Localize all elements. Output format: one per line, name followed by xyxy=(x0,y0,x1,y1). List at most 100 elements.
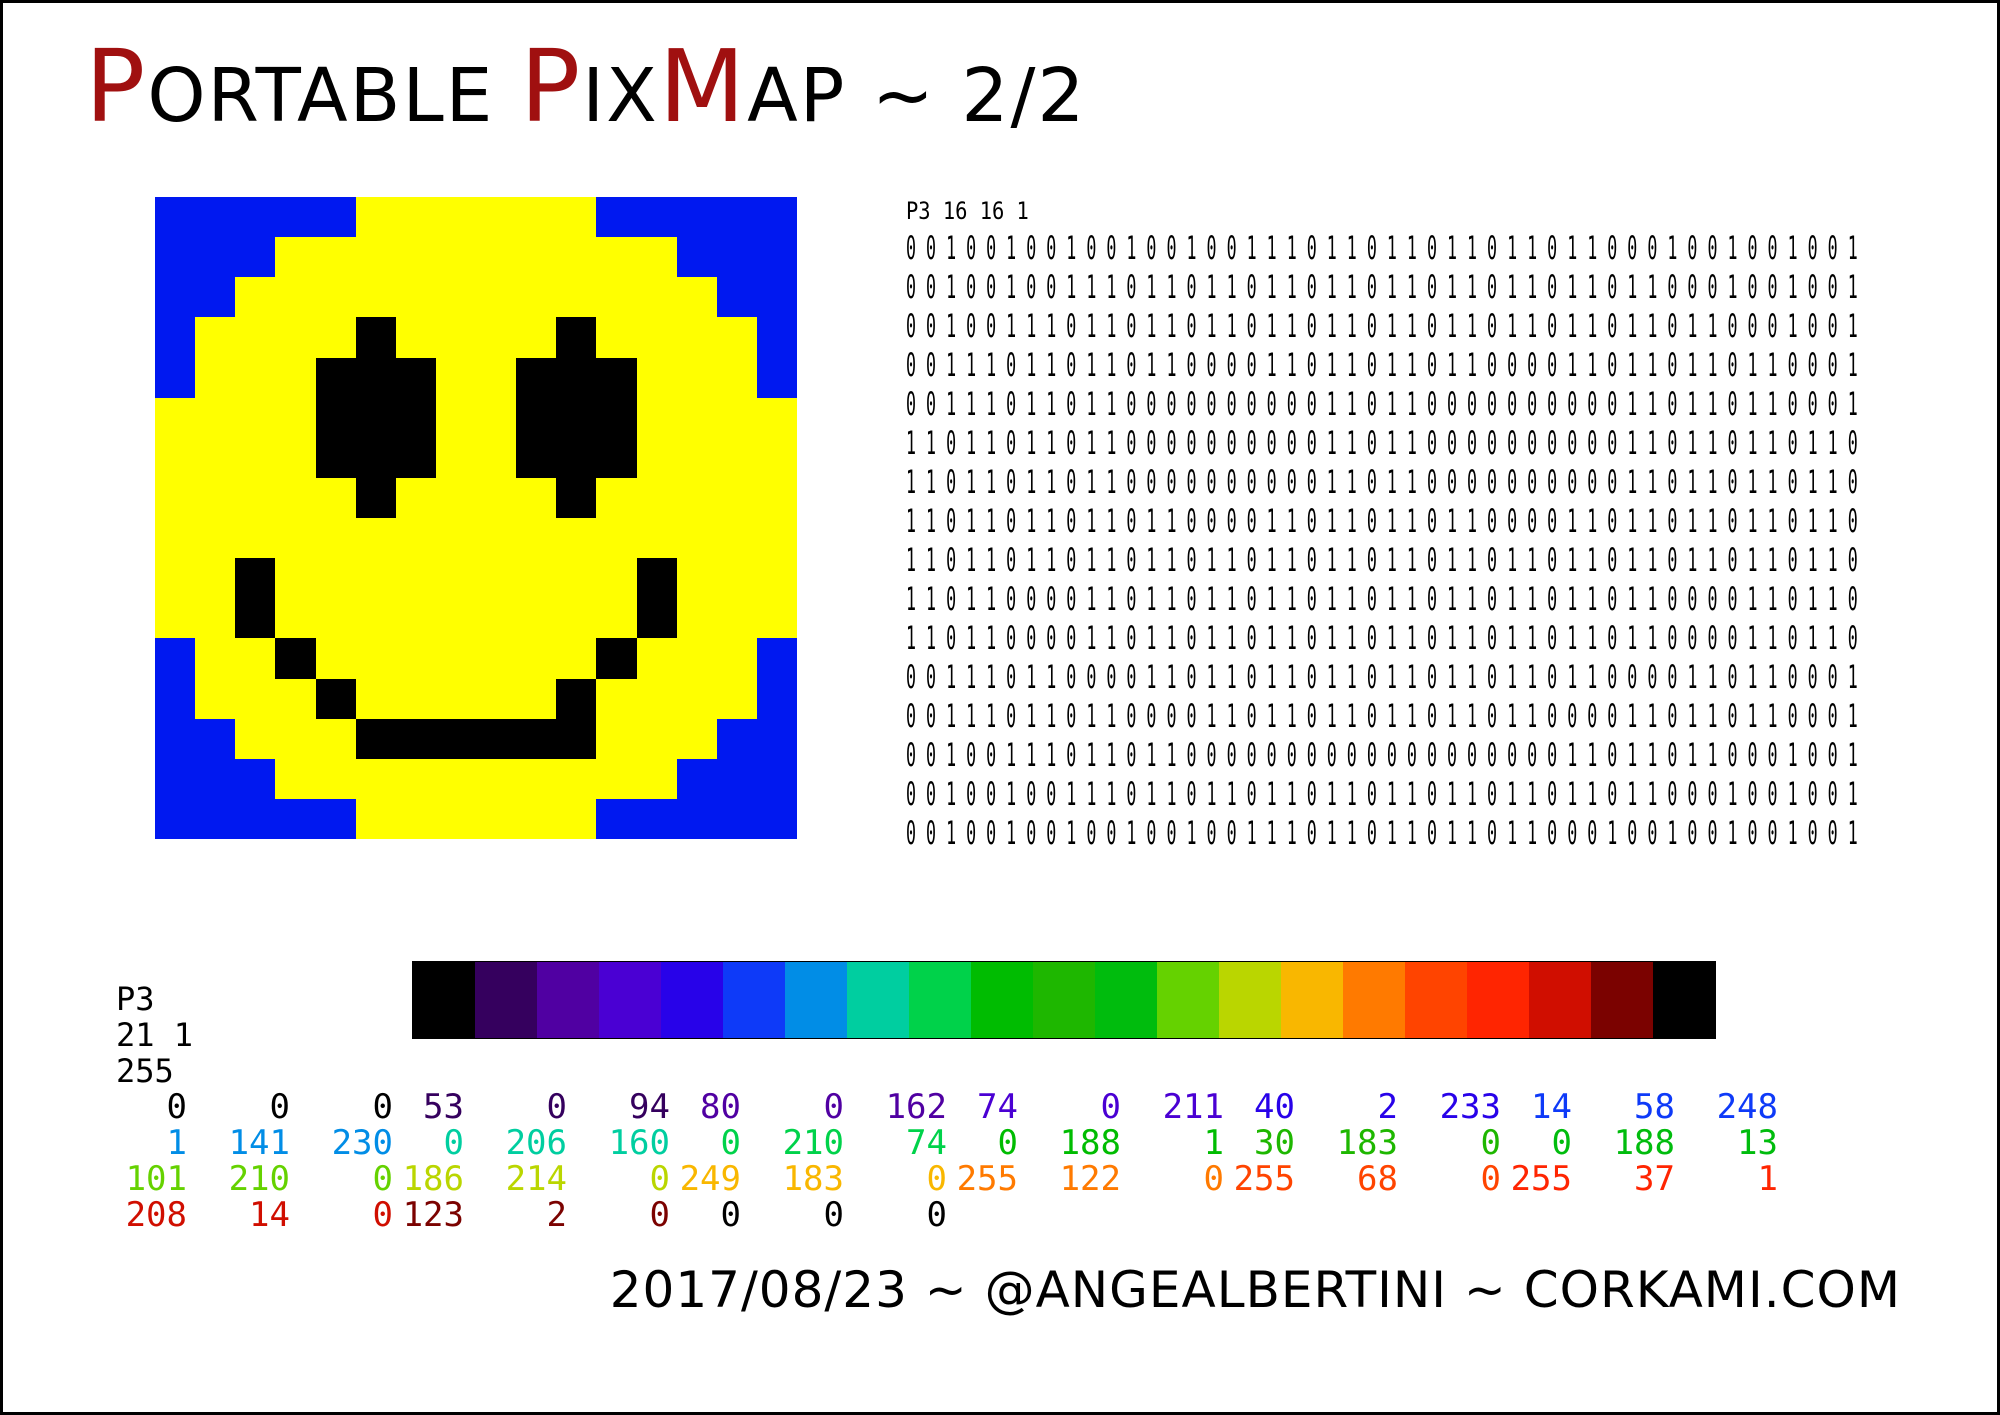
pixel xyxy=(275,558,316,599)
pixel xyxy=(636,518,677,559)
pixel xyxy=(516,477,557,518)
ppm-magic: P3 xyxy=(116,980,155,1018)
pixel xyxy=(556,798,597,839)
pixel xyxy=(756,798,797,839)
pixel xyxy=(355,317,396,358)
pixel xyxy=(676,277,717,318)
rgb-value: 248 xyxy=(1716,1087,1778,1127)
bitmap-rows: 0 0 1 0 0 1 0 0 1 0 0 1 0 0 1 0 0 1 1 1 … xyxy=(906,229,1906,853)
palette-swatch xyxy=(1281,962,1343,1038)
pixel xyxy=(355,477,396,518)
pixel xyxy=(596,638,637,679)
pixel xyxy=(275,678,316,719)
pixel xyxy=(275,638,316,679)
pixel xyxy=(516,397,557,438)
pixel xyxy=(676,237,717,278)
rgb-value: 122 xyxy=(1059,1159,1121,1199)
pixel xyxy=(355,558,396,599)
pixel xyxy=(756,317,797,358)
pixel xyxy=(596,718,637,759)
pixel xyxy=(676,678,717,719)
pixel xyxy=(155,397,196,438)
pixel xyxy=(676,477,717,518)
pixel xyxy=(155,558,196,599)
bitmap-row: 0 0 1 0 0 1 0 0 1 1 1 0 1 1 0 1 1 0 1 1 … xyxy=(906,268,1858,306)
pixel xyxy=(556,477,597,518)
pixel xyxy=(195,758,236,799)
pixel xyxy=(476,237,517,278)
pixel xyxy=(676,317,717,358)
bitmap-row: 1 1 0 1 1 0 1 1 0 1 1 0 0 0 0 0 0 0 0 0 … xyxy=(906,424,1858,462)
pixel xyxy=(155,678,196,719)
rgb-value: 183 xyxy=(782,1159,844,1199)
pixel xyxy=(355,638,396,679)
pixel xyxy=(756,558,797,599)
pixel xyxy=(315,678,356,719)
pixel xyxy=(315,237,356,278)
pixel xyxy=(235,437,276,478)
palette-swatch xyxy=(1653,962,1715,1038)
pixel xyxy=(636,317,677,358)
pixel xyxy=(476,357,517,398)
pixel xyxy=(556,277,597,318)
pixel xyxy=(636,798,677,839)
rgb-value: 188 xyxy=(1613,1123,1675,1163)
pixel xyxy=(395,397,436,438)
pixel xyxy=(315,718,356,759)
pixel xyxy=(195,437,236,478)
pixel xyxy=(395,798,436,839)
pixel xyxy=(275,237,316,278)
rgb-value: 141 xyxy=(228,1123,290,1163)
pixel xyxy=(275,317,316,358)
pixel xyxy=(435,598,476,639)
pixel xyxy=(596,437,637,478)
pixel xyxy=(395,317,436,358)
rgb-value: 74 xyxy=(906,1123,947,1163)
pixel xyxy=(716,518,757,559)
pixel xyxy=(556,718,597,759)
pixel xyxy=(716,397,757,438)
rgb-row: 101 210 0 186 214 0 249 183 0 255 122 0 255 68 0 255 37 1 xyxy=(116,1161,1778,1197)
pixel xyxy=(435,518,476,559)
title-segment: P xyxy=(519,28,583,145)
pixel xyxy=(435,317,476,358)
pixel xyxy=(155,317,196,358)
pixel xyxy=(315,357,356,398)
pixel xyxy=(636,678,677,719)
pixel xyxy=(636,237,677,278)
pixel xyxy=(756,678,797,719)
ppm-maxval: 255 xyxy=(116,1052,174,1090)
pixel xyxy=(355,678,396,719)
pixel xyxy=(476,558,517,599)
rgb-value: 255 xyxy=(1233,1159,1295,1199)
pixel xyxy=(476,718,517,759)
pixel xyxy=(235,237,276,278)
rgb-value: 1 xyxy=(1203,1123,1224,1163)
pixel xyxy=(195,277,236,318)
color-palette-strip xyxy=(412,961,1716,1039)
pixel xyxy=(315,558,356,599)
pixel xyxy=(676,758,717,799)
rgb-value: 2 xyxy=(1377,1087,1398,1127)
ppm-palette-header: P3 21 1 255 xyxy=(116,981,193,1089)
rgb-value: 0 xyxy=(166,1087,187,1127)
pixel xyxy=(636,357,677,398)
title-segment: IX xyxy=(582,53,659,139)
pixel xyxy=(716,718,757,759)
title-segment: P xyxy=(85,28,148,145)
pixel xyxy=(355,357,396,398)
pixel xyxy=(155,598,196,639)
pixel xyxy=(556,317,597,358)
rgb-value: 0 xyxy=(823,1195,844,1235)
pixel xyxy=(516,798,557,839)
bitmap-row: 0 0 1 0 0 1 0 0 1 0 0 1 0 0 1 0 0 1 1 1 … xyxy=(906,814,1858,852)
ppm-dimensions: 21 1 xyxy=(116,1016,194,1054)
pixel xyxy=(516,518,557,559)
pixel xyxy=(676,397,717,438)
pixel xyxy=(716,237,757,278)
rgb-row: 1 141 230 0 206 160 0 210 74 0 188 1 30 183 0 0 188 13 xyxy=(116,1125,1778,1161)
pixel xyxy=(476,518,517,559)
pixel xyxy=(435,197,476,238)
pixel xyxy=(476,638,517,679)
